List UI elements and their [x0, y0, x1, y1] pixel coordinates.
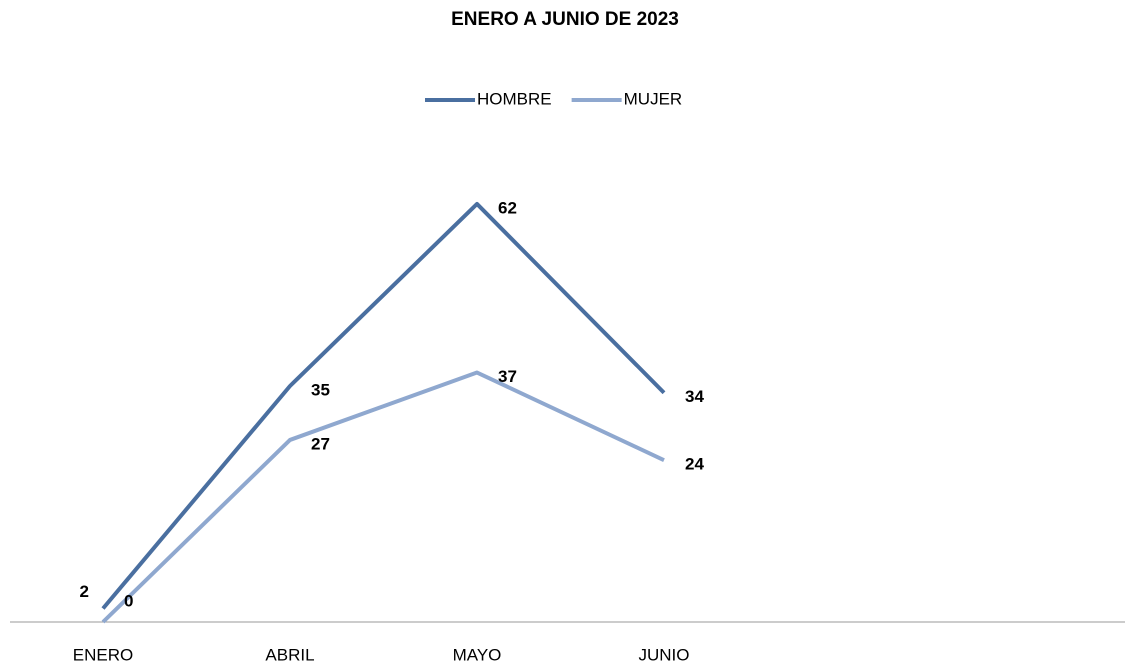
data-label: 24 [685, 455, 704, 474]
data-label: 2 [80, 582, 89, 601]
x-tick-label: JUNIO [639, 645, 690, 664]
data-label: 27 [311, 434, 330, 453]
chart-title: ENERO A JUNIO DE 2023 [451, 9, 679, 30]
legend-label: HOMBRE [477, 89, 552, 108]
data-label: 62 [498, 198, 517, 217]
series-line [101, 370, 665, 624]
data-label: 0 [124, 591, 133, 610]
data-label: 37 [498, 367, 517, 386]
x-tick-label: ABRIL [265, 645, 314, 664]
data-label: 35 [311, 380, 330, 399]
series-line [101, 201, 666, 610]
data-label: 34 [685, 387, 704, 406]
x-tick-label: ENERO [73, 645, 133, 664]
x-tick-label: MAYO [453, 645, 502, 664]
legend-label: MUJER [624, 89, 683, 108]
